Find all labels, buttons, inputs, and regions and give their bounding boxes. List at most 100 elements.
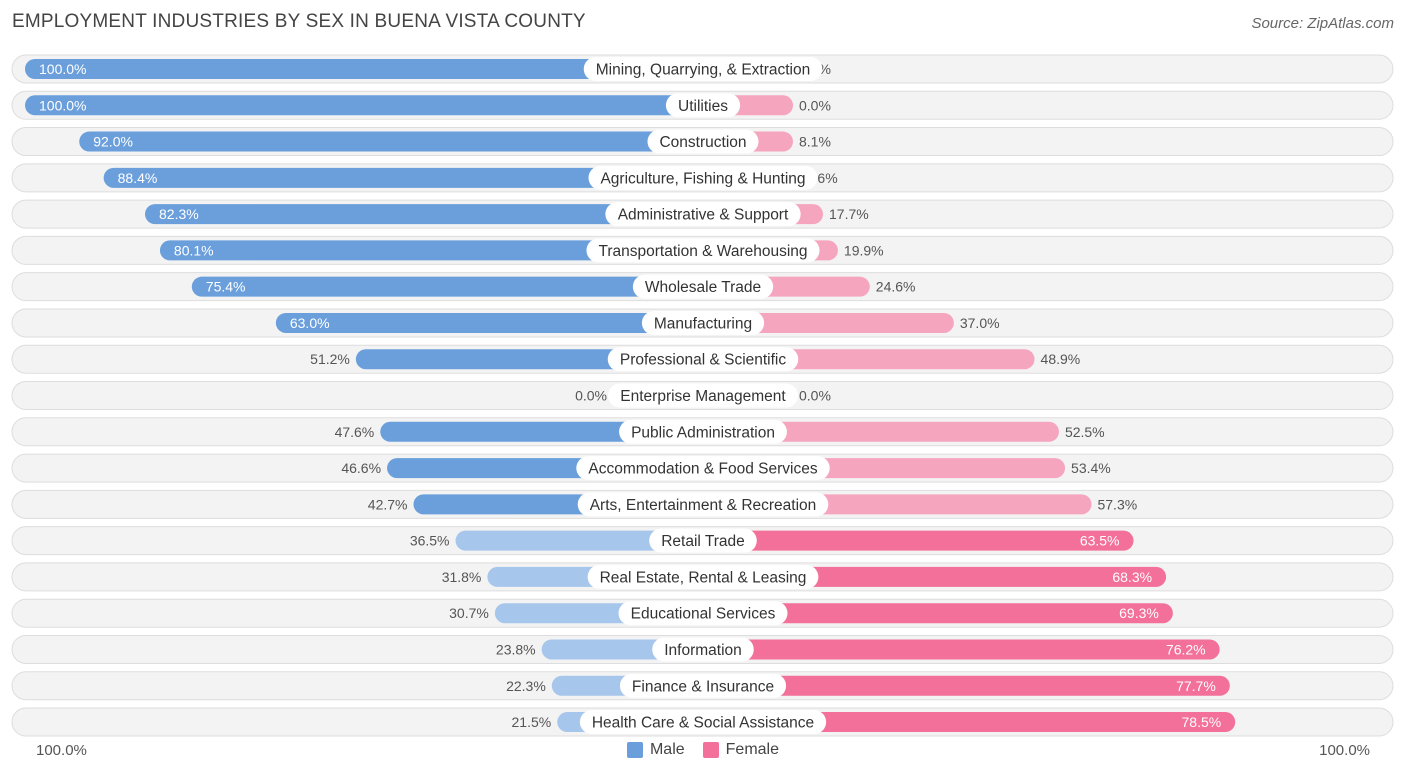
bar-female [703, 421, 1059, 442]
category-pill [619, 419, 787, 444]
value-label-male: 47.6% [335, 424, 375, 440]
bar-male [191, 276, 703, 297]
value-label-male: 80.1% [174, 242, 214, 258]
value-label-male: 31.8% [442, 569, 482, 585]
category-pill [588, 165, 818, 190]
row-health-care-social-assistance: 21.5% 78.5% Health Care & Social Assistanc… [11, 707, 1394, 737]
value-label-female: 24.6% [876, 279, 916, 295]
source-note: Source: ZipAtlas.com [1251, 15, 1394, 32]
legend-swatch-male [626, 742, 643, 758]
bar-female [703, 675, 1230, 696]
row-retail-trade: 36.5% 63.5% Retail Trade [11, 526, 1394, 556]
category-label: Utilities [678, 98, 728, 115]
legend-label-female: Female [725, 741, 780, 758]
category-label: Real Estate, Rental & Leasing [600, 569, 807, 586]
category-pill [587, 564, 819, 589]
category-label: Administrative & Support [618, 207, 789, 224]
bar-male [103, 167, 703, 188]
value-label-female: 78.5% [1182, 714, 1222, 730]
bar-female [703, 312, 954, 333]
row-manufacturing: 63.0% 37.0% Manufacturing [11, 308, 1394, 338]
bar-female [703, 566, 1167, 587]
category-pill [665, 93, 741, 118]
category-label: Professional & Scientific [620, 352, 787, 369]
value-label-female: 37.0% [960, 315, 1000, 331]
chart-canvas: 100.0% 0.0% Mining, Quarrying, & Extractio… [11, 54, 1394, 737]
value-label-male: 100.0% [39, 97, 86, 113]
row-educational-services: 30.7% 69.3% Educational Services [11, 598, 1394, 628]
row-public-administration: 47.6% 52.5% Public Administration [11, 417, 1394, 447]
value-label-female: 19.9% [844, 242, 884, 258]
legend-label-male: Male [649, 741, 685, 758]
category-label: Enterprise Management [620, 388, 786, 405]
bar-male [455, 530, 703, 551]
category-pill [619, 673, 787, 698]
category-label: Transportation & Warehousing [598, 243, 807, 260]
value-label-female: 0.0% [799, 388, 831, 404]
bar-male [79, 131, 704, 152]
category-label: Accommodation & Food Services [588, 461, 817, 478]
row-wholesale-trade: 75.4% 24.6% Wholesale Trade [11, 272, 1394, 302]
row-mining-quarrying-extraction: 100.0%0.0%Mining, Quarrying, & Extractio… [11, 54, 1394, 84]
row-transportation-warehousing: 80.1% 19.9% Transportation & Warehousing [11, 235, 1394, 265]
bar-female [703, 639, 1220, 660]
category-label: Agriculture, Fishing & Hunting [600, 170, 805, 187]
axis-right-label: 100.0% [1319, 742, 1370, 759]
category-label: Mining, Quarrying, & Extraction [596, 62, 811, 79]
value-label-female: 52.5% [1065, 424, 1105, 440]
category-label: Finance & Insurance [632, 678, 774, 695]
category-pill [579, 710, 827, 735]
row-administrative-support: 82.3% 17.7% Administrative & Support [11, 199, 1394, 229]
value-label-male: 21.5% [512, 714, 552, 730]
value-label-male: 22.3% [506, 678, 546, 694]
row-real-estate-rental-leasing: 31.8% 68.3% Real Estate, Rental & Leasing [11, 562, 1394, 592]
value-label-male: 100.0% [39, 61, 86, 77]
row-finance-insurance: 22.3% 77.7% Finance & Insurance [11, 671, 1394, 701]
value-label-female: 0.0% [799, 97, 831, 113]
category-pill [576, 456, 830, 481]
value-label-female: 53.4% [1071, 460, 1111, 476]
value-label-male: 0.0% [575, 388, 607, 404]
bar-female [703, 603, 1173, 624]
row-construction: 92.0% 8.1% Construction [11, 127, 1394, 157]
category-pill [586, 238, 820, 263]
bar-female [703, 712, 1236, 733]
value-label-female: 17.7% [829, 206, 869, 222]
row-information: 23.8% 76.2% Information [11, 634, 1394, 664]
value-label-male: 36.5% [410, 533, 450, 549]
row-professional-scientific: 51.2% 48.9% Professional & Scientific [11, 344, 1394, 374]
category-label: Construction [659, 134, 746, 151]
value-label-female: 63.5% [1080, 533, 1120, 549]
value-label-male: 42.7% [368, 496, 408, 512]
value-label-male: 75.4% [206, 279, 246, 295]
value-label-female: 77.7% [1176, 678, 1216, 694]
row-arts-entertainment-recreation: 42.7% 57.3% Arts, Entertainment & Recreati… [11, 489, 1394, 519]
legend-swatch-female [702, 742, 719, 758]
bar-male [275, 312, 703, 333]
value-label-male: 51.2% [310, 351, 350, 367]
category-pill [618, 601, 788, 626]
category-pill [583, 57, 823, 81]
category-pill [649, 528, 757, 553]
category-pill [607, 347, 799, 372]
category-pill [605, 202, 801, 227]
value-label-female: 68.3% [1112, 569, 1152, 585]
value-label-female: 76.2% [1166, 641, 1206, 657]
row-utilities: 100.0% 0.0% Utilities [11, 90, 1394, 120]
legend: Male Female [0, 741, 1406, 759]
value-label-female: 48.9% [1041, 351, 1081, 367]
category-label: Wholesale Trade [645, 279, 761, 296]
row-accommodation-food-services: 46.6% 53.4% Accommodation & Food Services [11, 453, 1394, 483]
legend-item-female[interactable]: Female [702, 741, 780, 759]
value-label-male: 63.0% [290, 315, 330, 331]
legend-item-male[interactable]: Male [626, 741, 685, 759]
value-label-female: 8.1% [799, 134, 831, 150]
category-label: Manufacturing [654, 315, 752, 332]
bar-female [703, 530, 1134, 551]
category-pill [652, 637, 754, 662]
bar-male [159, 240, 703, 261]
category-label: Arts, Entertainment & Recreation [590, 497, 817, 514]
value-label-male: 92.0% [93, 134, 133, 150]
value-label-female: 69.3% [1119, 605, 1159, 621]
axis-left-label: 100.0% [36, 742, 87, 759]
